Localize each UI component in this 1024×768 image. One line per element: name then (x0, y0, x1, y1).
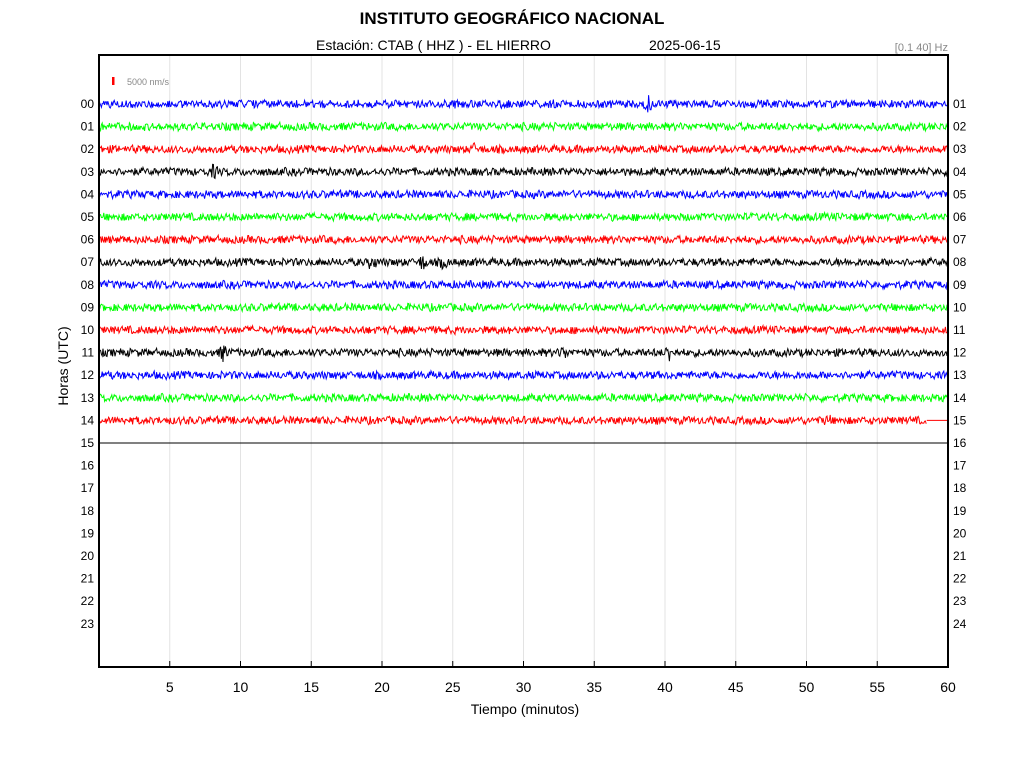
trace-line (98, 414, 927, 427)
station-label: Estación: CTAB ( HHZ ) - EL HIERRO (316, 37, 551, 53)
hour-label-left: 17 (81, 481, 95, 495)
hour-label-left: 02 (81, 142, 95, 156)
hour-label-left: 07 (81, 255, 95, 269)
hour-label-left: 08 (81, 278, 95, 292)
hour-label-left: 11 (82, 346, 95, 360)
hour-label-right: 14 (953, 391, 967, 405)
hour-label-right: 07 (953, 233, 967, 247)
trace-line (98, 369, 949, 382)
x-tick-label: 40 (657, 679, 673, 695)
hour-label-right: 16 (953, 436, 967, 450)
trace-line (98, 141, 949, 156)
x-tick-label: 10 (233, 679, 249, 695)
trace-line (98, 120, 949, 133)
hour-label-left: 00 (81, 97, 95, 111)
hour-label-right: 04 (953, 165, 967, 179)
hour-label-left: 13 (81, 391, 95, 405)
filter-label: [0.1 40] Hz (894, 42, 948, 54)
hour-label-right: 11 (953, 323, 966, 337)
trace-line (98, 256, 949, 271)
x-tick-label: 25 (445, 679, 461, 695)
hour-label-right: 23 (953, 594, 967, 608)
hour-label-right: 01 (953, 97, 967, 111)
trace-line (98, 233, 949, 246)
x-tick-label: 45 (728, 679, 744, 695)
hour-label-right: 24 (953, 617, 967, 631)
trace-line (98, 163, 949, 180)
x-tick-label: 20 (374, 679, 390, 695)
hour-label-right: 17 (953, 459, 967, 473)
hour-label-left: 15 (81, 436, 95, 450)
page-title: INSTITUTO GEOGRÁFICO NACIONAL (359, 9, 665, 28)
hour-label-left: 22 (81, 594, 95, 608)
hour-label-left: 03 (81, 165, 95, 179)
hour-label-right: 19 (953, 504, 967, 518)
hour-label-right: 08 (953, 255, 967, 269)
hour-label-left: 10 (81, 323, 95, 337)
hour-label-left: 19 (81, 526, 95, 540)
hour-label-left: 01 (81, 120, 95, 134)
date-label: 2025-06-15 (649, 37, 721, 53)
hour-label-left: 21 (81, 572, 95, 586)
hour-label-right: 02 (953, 120, 967, 134)
hour-label-right: 13 (953, 368, 967, 382)
y-axis-label: Horas (UTC) (55, 326, 71, 405)
x-tick-label: 15 (303, 679, 319, 695)
hour-label-right: 18 (953, 481, 967, 495)
hour-label-right: 21 (953, 549, 967, 563)
hour-label-right: 05 (953, 187, 967, 201)
hour-label-left: 23 (81, 617, 95, 631)
trace-line (98, 188, 949, 201)
hour-label-left: 16 (81, 459, 95, 473)
hour-label-right: 15 (953, 413, 967, 427)
hour-label-left: 09 (81, 300, 95, 314)
x-tick-label: 60 (940, 679, 956, 695)
hour-label-left: 06 (81, 233, 95, 247)
hour-label-left: 05 (81, 210, 95, 224)
hour-label-right: 10 (953, 300, 967, 314)
hour-label-left: 12 (81, 368, 95, 382)
x-tick-label: 50 (799, 679, 815, 695)
x-axis-label: Tiempo (minutos) (471, 701, 579, 717)
trace-line (98, 345, 949, 363)
hour-label-right: 03 (953, 142, 967, 156)
hour-label-right: 06 (953, 210, 967, 224)
trace-line (98, 95, 949, 113)
hour-label-right: 09 (953, 278, 967, 292)
trace-line (98, 323, 949, 336)
trace-line (98, 391, 949, 404)
hour-label-left: 04 (81, 187, 95, 201)
trace-line (98, 301, 949, 314)
scale-label: 5000 nm/s (127, 77, 170, 87)
hour-label-right: 20 (953, 526, 967, 540)
trace-line (98, 278, 949, 291)
hour-label-left: 20 (81, 549, 95, 563)
trace-line (98, 210, 949, 223)
hour-label-left: 14 (81, 413, 95, 427)
scale-bar-icon (112, 77, 115, 85)
x-tick-label: 55 (869, 679, 885, 695)
x-tick-label: 5 (166, 679, 174, 695)
hour-label-right: 22 (953, 572, 967, 586)
x-tick-label: 35 (586, 679, 602, 695)
x-tick-label: 30 (516, 679, 532, 695)
hour-label-right: 12 (953, 346, 967, 360)
hour-label-left: 18 (81, 504, 95, 518)
